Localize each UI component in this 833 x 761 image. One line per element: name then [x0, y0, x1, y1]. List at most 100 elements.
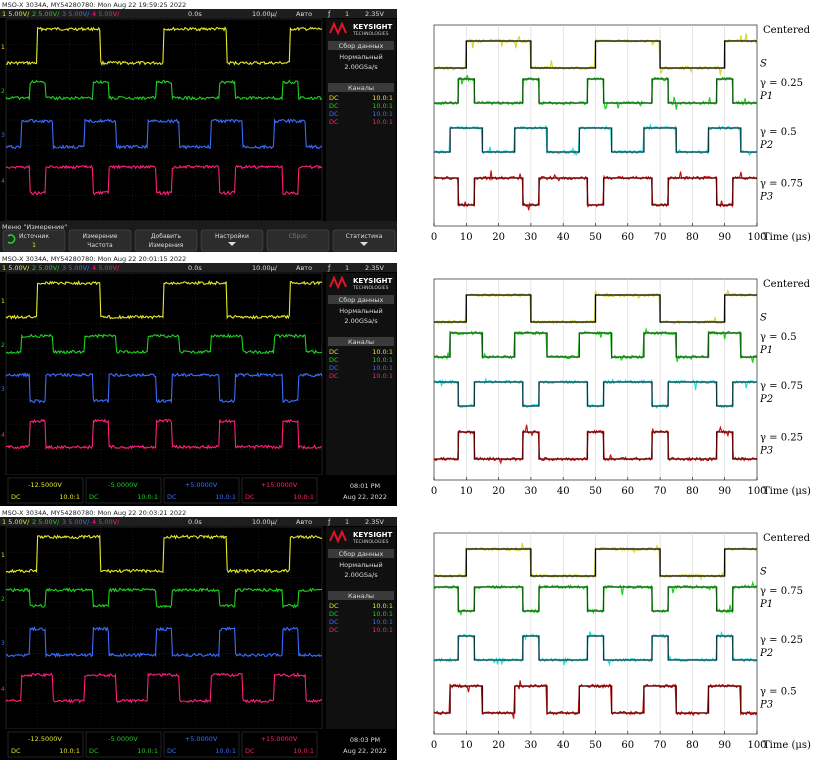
x-tick-label: 90 — [718, 486, 731, 497]
channel-offset-box — [85, 731, 162, 758]
channel-probe-ratio-3: 10.0:1 — [372, 364, 393, 372]
channel-offset-ratio: 10.0:1 — [137, 747, 158, 755]
fitted-trace-S — [434, 294, 757, 323]
channels-title: Каналы — [348, 84, 374, 92]
softkey-button[interactable] — [134, 229, 198, 252]
channel-offset-ratio: 10.0:1 — [59, 747, 80, 755]
x-tick-label: 10 — [460, 740, 473, 751]
centered-label: Centered — [763, 279, 811, 290]
measured-trace-P1 — [433, 580, 758, 617]
channels-title-bar — [328, 591, 394, 600]
sample-rate: 2.00GSa/s — [344, 63, 378, 71]
channel-offset-box — [85, 477, 162, 504]
scope-trace-ch3 — [5, 371, 323, 404]
x-tick-label: 70 — [654, 740, 667, 751]
fitted-trace-P1 — [434, 332, 757, 358]
x-tick-label: 20 — [492, 740, 505, 751]
channel-probe-ratio-4: 10.0:1 — [372, 372, 393, 380]
trigger-source: 1 — [345, 264, 349, 272]
delay-readout: 0.0s — [188, 518, 202, 526]
channel-offset-coupling: DC — [11, 493, 21, 501]
channel-coupling-2: DC — [329, 102, 339, 110]
acquisition-title-bar — [328, 295, 394, 304]
channel-ground-marker: 4 — [1, 432, 5, 439]
channel-scale-2: 2 5.00V/ — [32, 518, 60, 526]
channel-offset-coupling: DC — [89, 747, 99, 755]
clock-time: 08:01 PM — [350, 482, 380, 490]
channel-scale-4: 4 5.00V/ — [92, 518, 120, 526]
channel-probe-ratio-4: 10.0:1 — [372, 626, 393, 634]
submenu-arrow-icon — [360, 242, 368, 246]
acquisition-title-bar — [328, 41, 394, 50]
centered-label: Centered — [763, 25, 811, 36]
channel-probe-ratio-1: 10.0:1 — [372, 348, 393, 356]
channel-ground-marker: 4 — [1, 178, 5, 185]
channel-ground-marker: 1 — [1, 552, 5, 559]
channel-scale-3: 3 5.00V/ — [62, 10, 90, 18]
channel-coupling-4: DC — [329, 118, 339, 126]
fitted-trace-P3 — [434, 431, 757, 460]
channel-ground-marker: 4 — [1, 686, 5, 693]
gamma-label: γ = 0.75 — [760, 586, 803, 597]
channel-offset-coupling: DC — [167, 747, 177, 755]
channel-coupling-1: DC — [329, 94, 339, 102]
scope-trace-ch1 — [5, 534, 323, 575]
fitted-trace-P3 — [434, 177, 757, 206]
delay-readout: 0.0s — [188, 264, 202, 272]
trigger-edge-icon: ƒ — [327, 10, 331, 18]
softkey-button[interactable] — [200, 229, 264, 252]
keysight-logo-icon — [329, 275, 347, 290]
keysight-logo-icon — [329, 21, 347, 36]
trigger-mode: Авто — [296, 518, 312, 526]
rotate-knob-icon — [7, 234, 16, 244]
side-panel — [326, 19, 396, 221]
channel-ground-marker: 2 — [1, 88, 5, 95]
softkey-button[interactable] — [68, 229, 132, 252]
fitted-trace-P2 — [434, 635, 757, 661]
fitted-trace-P3 — [434, 685, 757, 714]
scope-trace-ch3 — [5, 625, 323, 659]
series-label: S — [760, 313, 767, 324]
fitted-trace-P2 — [434, 127, 757, 153]
series-label: P3 — [759, 446, 773, 457]
scope-trace-ch4 — [5, 418, 323, 450]
x-tick-label: 50 — [589, 232, 602, 243]
x-tick-label: 30 — [525, 740, 538, 751]
clock-date: Aug 22, 2022 — [343, 493, 387, 501]
channels-title: Каналы — [348, 592, 374, 600]
channel-scale-1: 1 5.00V/ — [2, 264, 30, 272]
x-tick-label: 60 — [621, 232, 634, 243]
softkey-label: Источник — [19, 233, 49, 240]
brand-name: KEYSIGHT — [353, 531, 393, 539]
side-panel — [326, 527, 396, 729]
gamma-label: γ = 0.25 — [760, 433, 803, 444]
fitted-trace-S — [434, 40, 757, 69]
channel-ground-marker: 2 — [1, 342, 5, 349]
x-axis-label: Time (μs) — [763, 486, 811, 497]
channel-offset-ratio: 10.0:1 — [215, 493, 236, 501]
channel-offset-ratio: 10.0:1 — [137, 493, 158, 501]
series-label: P2 — [759, 140, 773, 151]
clock-date: Aug 22, 2022 — [343, 747, 387, 755]
fitted-trace-P1 — [434, 78, 757, 104]
x-tick-label: 90 — [718, 740, 731, 751]
series-label: S — [760, 567, 767, 578]
acquisition-mode: Нормальный — [339, 561, 382, 569]
softkey-button[interactable] — [266, 229, 330, 252]
channel-scale-4: 4 5.00V/ — [92, 264, 120, 272]
channels-title-bar — [328, 83, 394, 92]
softkey-button[interactable] — [332, 229, 396, 252]
channel-ground-marker: 3 — [1, 386, 5, 393]
channel-offset-box — [163, 731, 240, 758]
softkey-button[interactable] — [2, 229, 66, 252]
trigger-mode: Авто — [296, 264, 312, 272]
trigger-edge-icon: ƒ — [327, 264, 331, 272]
channel-ground-marker: 2 — [1, 596, 5, 603]
brand-subtitle: TECHNOLOGIES — [352, 539, 389, 545]
channels-title-bar — [328, 337, 394, 346]
channel-coupling-4: DC — [329, 372, 339, 380]
channel-probe-ratio-2: 10.0:1 — [372, 356, 393, 364]
gamma-label: γ = 0.25 — [760, 78, 803, 89]
delay-readout: 0.0s — [188, 10, 202, 18]
